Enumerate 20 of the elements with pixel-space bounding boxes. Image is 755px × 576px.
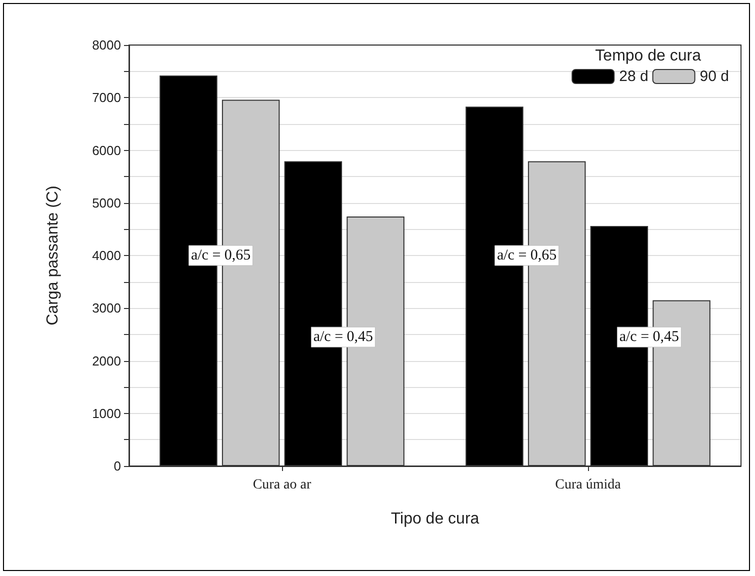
x-tick-label: Cura ao ar [252,478,312,492]
legend-label: 28 d [619,68,648,85]
y-tick-label: 0 [114,458,121,474]
annotation: a/c = 0,65 [190,248,251,264]
y-tick-label: 8000 [92,38,121,52]
annotation: a/c = 0,65 [496,248,557,264]
y-axis-title: Carga passante (C) [44,186,62,326]
x-tick-label: Cura úmida [555,478,622,492]
y-tick-label: 7000 [92,90,121,106]
y-tick-label: 1000 [92,406,121,421]
y-tick-label: 3000 [92,300,121,316]
legend-label: 90 d [700,68,730,85]
y-tick-label: 5000 [92,195,121,210]
y-tick-label: 2000 [92,353,121,368]
legend-title: Tempo de cura [595,48,702,64]
annotation: a/c = 0,45 [313,329,374,346]
x-axis-title: Tipo de cura [390,510,480,528]
y-tick-label: 4000 [92,248,121,263]
y-tick-label: 6000 [92,142,121,158]
annotation: a/c = 0,45 [619,329,680,346]
